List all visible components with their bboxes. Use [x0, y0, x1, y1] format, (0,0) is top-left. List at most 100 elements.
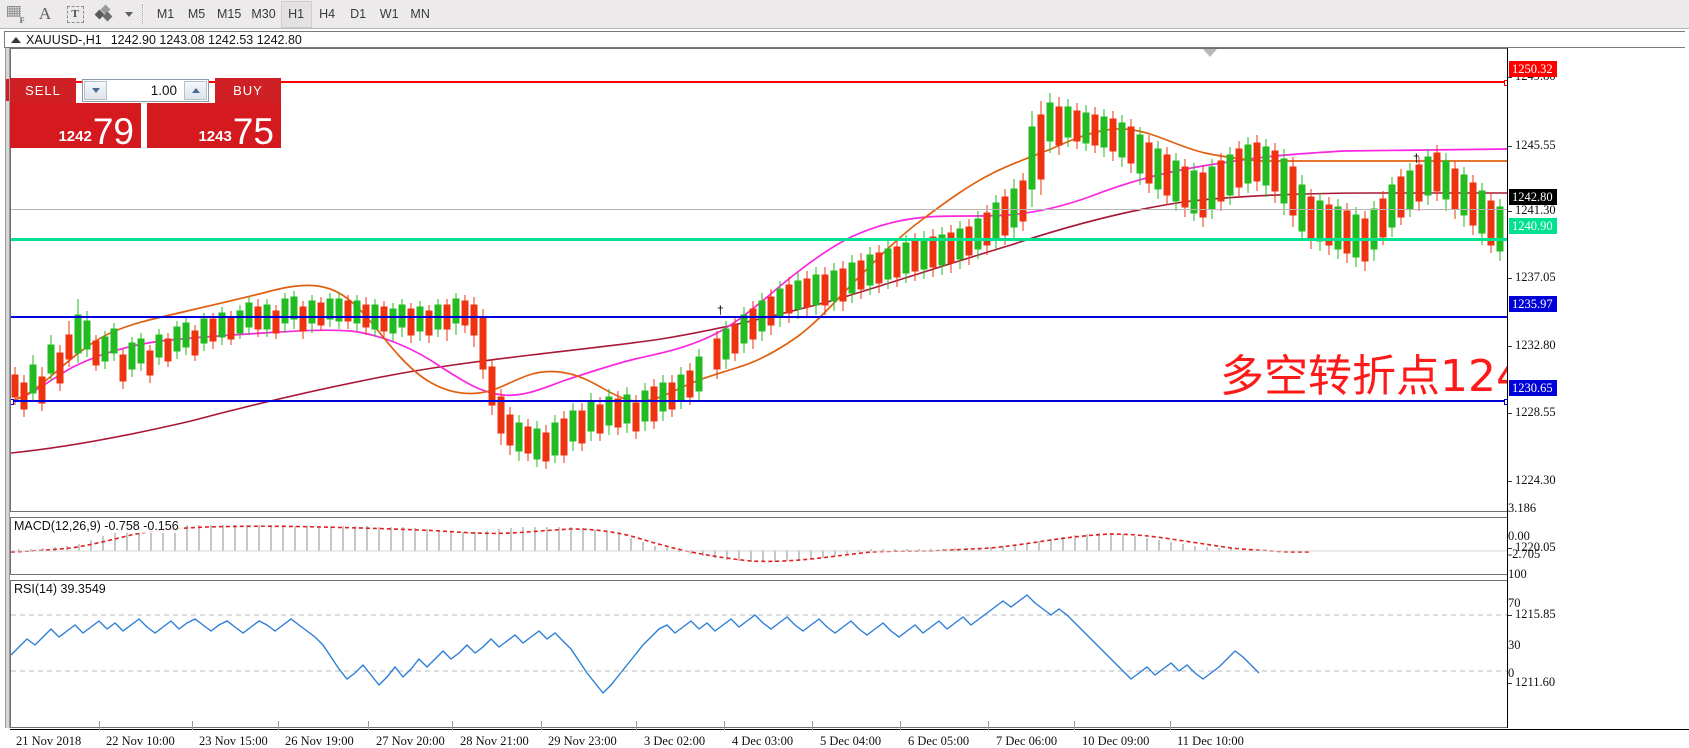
rsi-plot[interactable] [11, 581, 1507, 727]
chevron-down-icon [91, 88, 100, 93]
price-tick-label: 1215.85 [1515, 607, 1556, 621]
price-tick: 1228.55 [1508, 405, 1556, 420]
rsi-chart-svg [11, 594, 1507, 695]
time-label: 7 Dec 06:00 [996, 734, 1058, 748]
rsi-axis-tick: 70 [1508, 596, 1521, 611]
time-label: 11 Dec 10:00 [1177, 734, 1244, 748]
volume-stepper[interactable]: 1.00 [82, 79, 209, 102]
time-separator [99, 721, 100, 730]
grid-f-icon[interactable]: F [0, 1, 30, 28]
volume-increase-button[interactable] [184, 81, 207, 100]
time-separator [278, 721, 279, 730]
buy-button[interactable]: BUY [215, 78, 281, 103]
rsi-axis-label: 0 [1508, 666, 1515, 680]
macd-signal-line [11, 525, 1311, 563]
current-price-line [11, 209, 1507, 210]
line-anchor-right[interactable] [1504, 80, 1507, 86]
timeframe-h1[interactable]: H1 [280, 0, 312, 28]
pivot-line-1240[interactable] [11, 238, 1507, 241]
price-tick-label: 1228.55 [1515, 405, 1556, 419]
chart-symbol-label: XAUUSD-,H1 [26, 32, 102, 47]
rsi-axis-label: 70 [1508, 596, 1521, 610]
timeframe-m1[interactable]: M1 [156, 7, 175, 21]
price-tag-current: 1242.80 [1509, 189, 1557, 205]
time-separator [541, 721, 542, 730]
price-tick: 1241.30 [1508, 203, 1556, 218]
time-separator [368, 721, 369, 730]
time-axis[interactable]: 21 Nov 2018 22 Nov 10:00 23 Nov 15:00 26… [10, 721, 1689, 748]
price-panel[interactable]: † † 多空转折点1240 [10, 48, 1507, 512]
price-tick: 1211.60 [1508, 675, 1555, 690]
resistance-line-1250[interactable] [11, 80, 1507, 86]
price-tag-support-1230[interactable]: 1230.65 [1509, 380, 1557, 396]
timeframe-m5[interactable]: M5 [187, 7, 206, 21]
time-label: 4 Dec 03:00 [732, 734, 794, 748]
price-tick-label: 1241.30 [1515, 203, 1556, 217]
time-label: 3 Dec 02:00 [644, 734, 706, 748]
price-tick: 1215.85 [1508, 607, 1556, 622]
collapse-triangle-icon[interactable] [11, 36, 21, 43]
timeframe-m15[interactable]: M15 [217, 7, 242, 21]
time-separator [1074, 721, 1075, 730]
shapes-dropdown-icon[interactable] [120, 1, 136, 28]
macd-axis-tick: 3.186 [1508, 501, 1536, 516]
price-axis[interactable]: 1249.80 1245.55 1241.30 1237.05 1232.80 … [1507, 48, 1689, 728]
candle-marker-b: † [1413, 151, 1420, 165]
macd-panel[interactable]: MACD(12,26,9) -0.758 -0.156 [10, 517, 1507, 575]
vertical-scroll-rail[interactable] [4, 48, 11, 728]
text-box-icon[interactable]: T [60, 1, 90, 28]
rsi-axis-label: 100 [1508, 567, 1527, 581]
timeframe-mn[interactable]: MN [410, 7, 430, 21]
rsi-axis-tick: 30 [1508, 638, 1521, 653]
line-anchor-right[interactable] [1504, 399, 1507, 405]
macd-plot[interactable] [11, 518, 1507, 574]
time-separator [1170, 721, 1171, 730]
timeframe-h4[interactable]: H4 [319, 7, 336, 21]
price-tag-pivot[interactable]: 1240.90 [1509, 218, 1557, 234]
sell-button[interactable]: SELL [10, 78, 76, 103]
buy-price-pips: 75 [232, 111, 274, 149]
one-click-trading-panel[interactable]: SELL 1.00 BUY 1242 79 [6, 78, 281, 148]
price-tick: 1245.55 [1508, 138, 1556, 153]
timeframe-w1[interactable]: W1 [379, 7, 399, 21]
time-label: 22 Nov 10:00 [106, 734, 175, 748]
rsi-label: RSI(14) 39.3549 [14, 582, 109, 596]
price-chart-svg [11, 93, 1507, 469]
line-anchor-left[interactable] [11, 399, 14, 405]
volume-decrease-button[interactable] [84, 81, 107, 100]
chevron-up-icon [191, 88, 200, 93]
price-tag-support-1235[interactable]: 1235.97 [1509, 296, 1557, 312]
time-label: 5 Dec 04:00 [820, 734, 882, 748]
price-tick-label: 1245.55 [1515, 138, 1556, 152]
chart-top-marker-icon [1203, 49, 1217, 57]
sell-price-prefix: 1242 [58, 128, 92, 145]
timeframe-m30[interactable]: M30 [251, 7, 276, 21]
price-tick-label: 1237.05 [1515, 270, 1556, 284]
timeframe-d1[interactable]: D1 [350, 7, 367, 21]
sell-price-box[interactable]: 1242 79 [10, 103, 141, 148]
macd-label: MACD(12,26,9) -0.758 -0.156 [14, 519, 182, 533]
time-label: 21 Nov 2018 [16, 734, 82, 748]
time-separator [812, 721, 813, 730]
panel-accent-bar [6, 79, 9, 101]
sell-price-pips: 79 [92, 111, 134, 149]
toolbar: F A T M1 M5 M15 M30 H1 H4 D1 W1 MN [0, 0, 1689, 29]
rsi-axis-label: 30 [1508, 638, 1521, 652]
time-label: 27 Nov 20:00 [376, 734, 445, 748]
buy-price-box[interactable]: 1243 75 [147, 103, 281, 148]
price-plot[interactable]: † † 多空转折点1240 [11, 49, 1507, 511]
support-line-1235[interactable] [11, 316, 1507, 318]
rsi-panel[interactable]: RSI(14) 39.3549 [10, 580, 1507, 728]
shapes-icon[interactable] [90, 1, 120, 28]
turning-point-note: 多空转折点1240 [1220, 351, 1507, 402]
rsi-axis-tick: 100 [1508, 567, 1527, 582]
time-label: 6 Dec 05:00 [908, 734, 970, 748]
volume-input[interactable]: 1.00 [150, 83, 177, 98]
support-line-1230[interactable] [11, 399, 1507, 405]
price-tick: 1220.05 [1508, 540, 1556, 555]
one-click-trading-controls: SELL 1.00 BUY [10, 78, 281, 103]
text-a-icon[interactable]: A [38, 4, 52, 23]
time-separator [988, 721, 989, 730]
price-tick: 1232.80 [1508, 338, 1556, 353]
price-tag-resistance[interactable]: 1250.32 [1509, 61, 1557, 77]
